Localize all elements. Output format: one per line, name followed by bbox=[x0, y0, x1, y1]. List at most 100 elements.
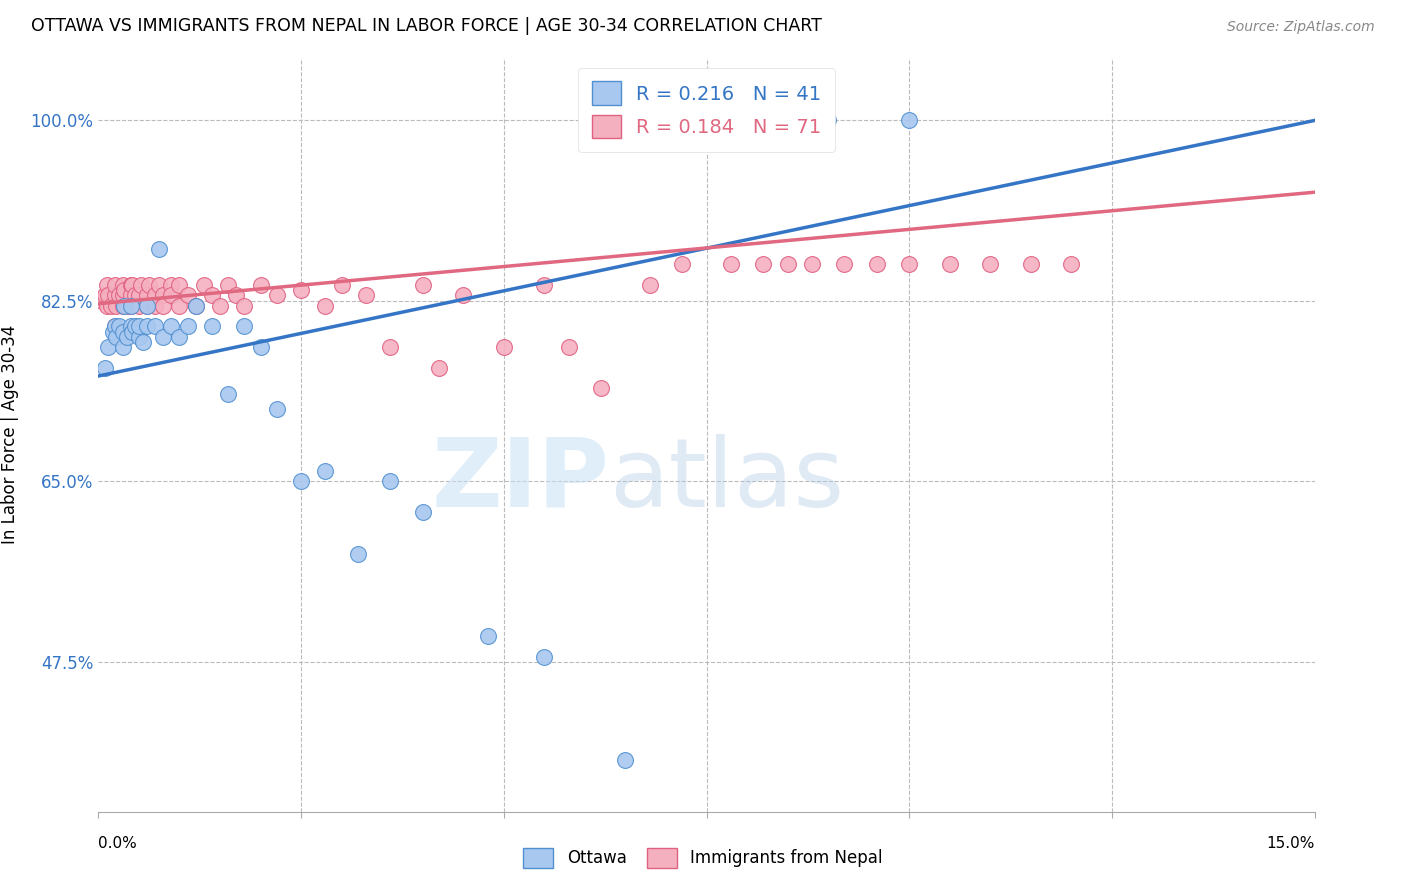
Point bbox=[176, 319, 198, 334]
Point bbox=[233, 299, 256, 313]
Point bbox=[101, 325, 124, 339]
Point bbox=[112, 299, 135, 313]
Point bbox=[614, 753, 637, 767]
Point bbox=[97, 288, 120, 302]
Point bbox=[111, 278, 134, 293]
Point bbox=[121, 325, 143, 339]
Point bbox=[752, 258, 775, 272]
Point bbox=[152, 330, 174, 344]
Point bbox=[143, 299, 166, 313]
Point bbox=[104, 278, 127, 293]
Point bbox=[129, 278, 152, 293]
Point bbox=[148, 278, 170, 293]
Point bbox=[184, 299, 207, 313]
Point bbox=[128, 288, 150, 302]
Point bbox=[800, 258, 823, 272]
Point bbox=[143, 288, 166, 302]
Point bbox=[817, 112, 839, 127]
Text: atlas: atlas bbox=[609, 434, 845, 526]
Point bbox=[152, 288, 174, 302]
Point bbox=[96, 299, 118, 313]
Point bbox=[201, 319, 224, 334]
Point bbox=[160, 278, 183, 293]
Text: ZIP: ZIP bbox=[432, 434, 609, 526]
Point bbox=[380, 340, 402, 354]
Point bbox=[120, 319, 142, 334]
Y-axis label: In Labor Force | Age 30-34: In Labor Force | Age 30-34 bbox=[1, 326, 20, 544]
Point bbox=[492, 340, 515, 354]
Point bbox=[143, 319, 166, 334]
Text: Source: ZipAtlas.com: Source: ZipAtlas.com bbox=[1227, 21, 1375, 34]
Point bbox=[314, 299, 336, 313]
Point bbox=[330, 278, 353, 293]
Text: OTTAWA VS IMMIGRANTS FROM NEPAL IN LABOR FORCE | AGE 30-34 CORRELATION CHART: OTTAWA VS IMMIGRANTS FROM NEPAL IN LABOR… bbox=[31, 17, 821, 35]
Point bbox=[94, 360, 117, 375]
Point bbox=[266, 288, 288, 302]
Point bbox=[169, 330, 191, 344]
Point bbox=[347, 547, 370, 561]
Point bbox=[115, 299, 138, 313]
Point bbox=[124, 319, 146, 334]
Point bbox=[193, 278, 215, 293]
Point bbox=[91, 293, 114, 308]
Point bbox=[169, 299, 191, 313]
Point bbox=[136, 288, 159, 302]
Point bbox=[979, 258, 1001, 272]
Point bbox=[136, 299, 159, 313]
Point bbox=[201, 288, 224, 302]
Point bbox=[121, 278, 143, 293]
Point bbox=[453, 288, 475, 302]
Point bbox=[128, 299, 150, 313]
Point bbox=[160, 319, 183, 334]
Point bbox=[97, 340, 120, 354]
Point bbox=[225, 288, 247, 302]
Point bbox=[638, 278, 661, 293]
Point bbox=[148, 242, 170, 256]
Legend: R = 0.216   N = 41, R = 0.184   N = 71: R = 0.216 N = 41, R = 0.184 N = 71 bbox=[578, 68, 835, 153]
Point bbox=[380, 475, 402, 489]
Point bbox=[128, 319, 150, 334]
Point bbox=[671, 258, 693, 272]
Point bbox=[105, 299, 128, 313]
Point bbox=[290, 283, 312, 297]
Point bbox=[124, 288, 146, 302]
Point bbox=[834, 258, 856, 272]
Point bbox=[249, 340, 271, 354]
Point bbox=[209, 299, 232, 313]
Point bbox=[132, 334, 155, 349]
Point bbox=[412, 505, 434, 519]
Point bbox=[354, 288, 377, 302]
Point bbox=[290, 475, 312, 489]
Point bbox=[249, 278, 271, 293]
Point bbox=[412, 278, 434, 293]
Point bbox=[1060, 258, 1083, 272]
Point bbox=[152, 299, 174, 313]
Point bbox=[266, 402, 288, 417]
Point bbox=[136, 319, 159, 334]
Point bbox=[533, 649, 555, 664]
Point bbox=[591, 381, 613, 395]
Point bbox=[120, 288, 142, 302]
Point bbox=[104, 319, 127, 334]
Point bbox=[233, 319, 256, 334]
Point bbox=[939, 258, 962, 272]
Point bbox=[776, 258, 799, 272]
Point bbox=[100, 299, 122, 313]
Point bbox=[866, 258, 889, 272]
Point bbox=[138, 278, 160, 293]
Point bbox=[112, 283, 135, 297]
Point bbox=[120, 299, 142, 313]
Point bbox=[111, 325, 134, 339]
Point bbox=[111, 299, 134, 313]
Point bbox=[1019, 258, 1042, 272]
Point bbox=[184, 299, 207, 313]
Point bbox=[898, 112, 921, 127]
Text: 0.0%: 0.0% bbox=[98, 836, 138, 851]
Point bbox=[557, 340, 579, 354]
Point bbox=[96, 278, 118, 293]
Point bbox=[136, 299, 159, 313]
Point bbox=[94, 288, 117, 302]
Point bbox=[477, 629, 499, 643]
Point bbox=[533, 278, 555, 293]
Point bbox=[111, 340, 134, 354]
